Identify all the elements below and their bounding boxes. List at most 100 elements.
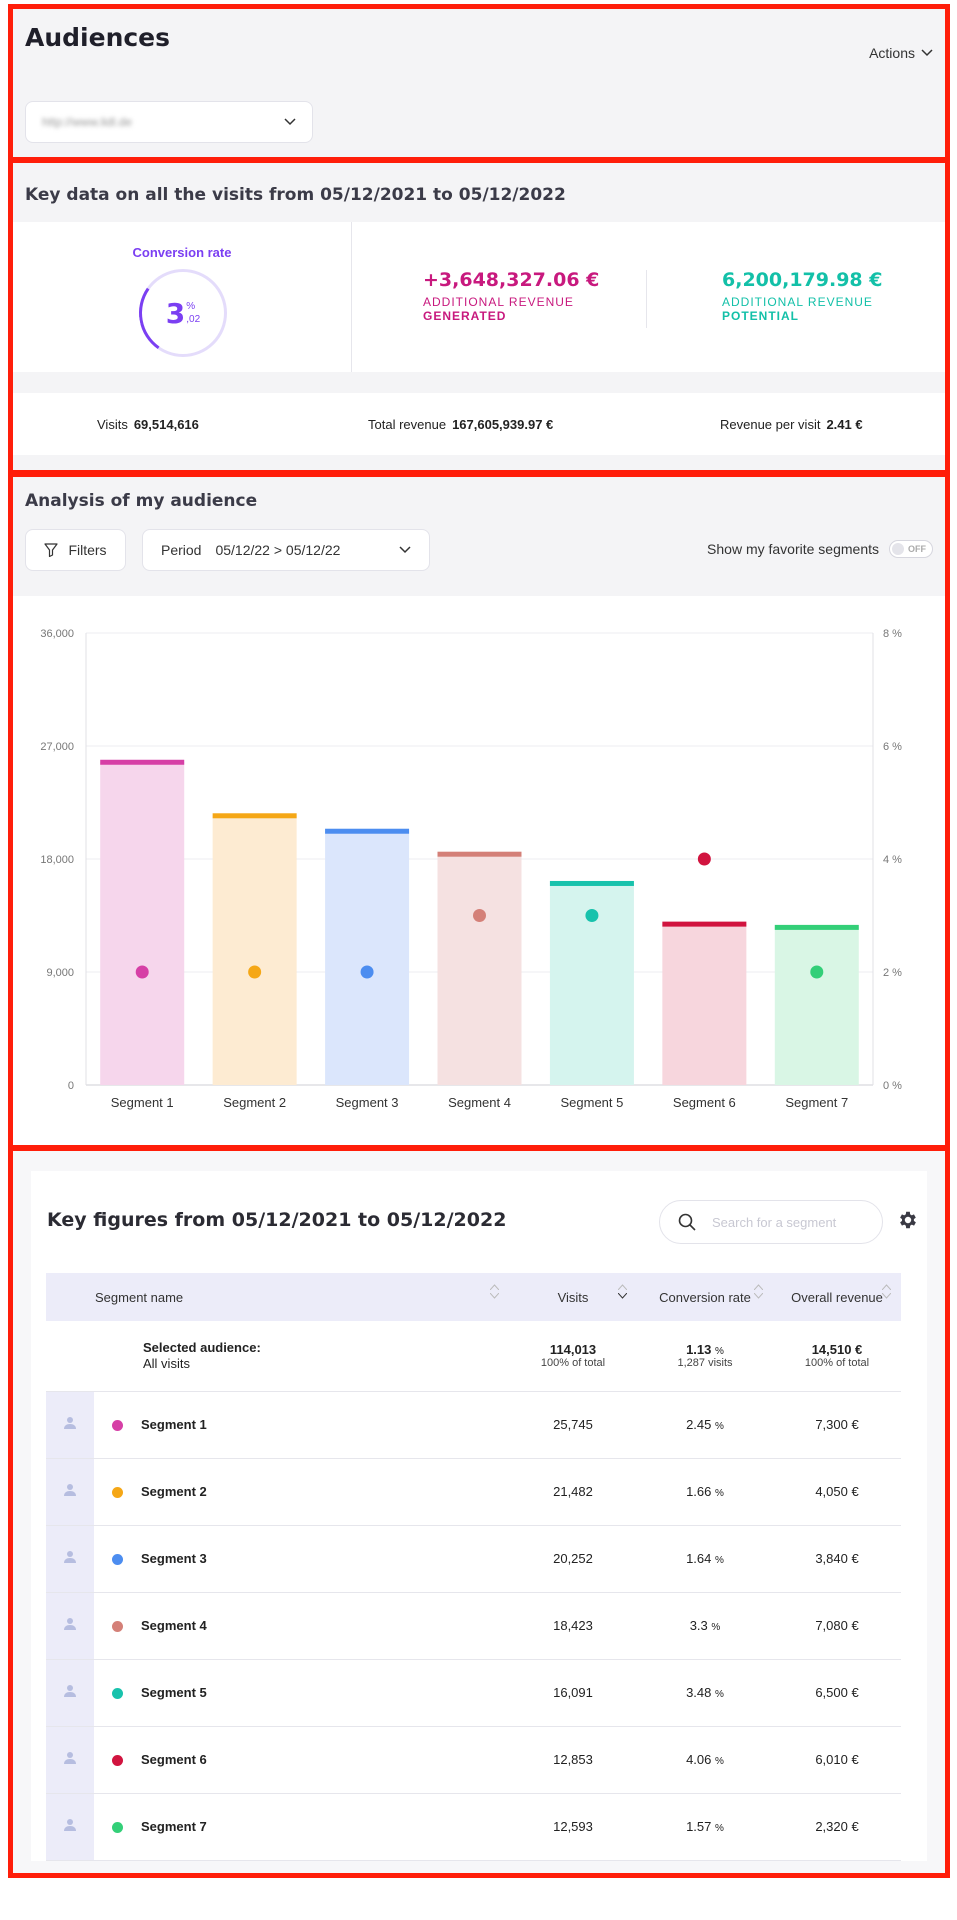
- segment-search-input[interactable]: [712, 1214, 862, 1230]
- divider: [646, 270, 647, 328]
- y2-tick-label: 4 %: [883, 854, 902, 866]
- selected-visits-cell: 114,013 100% of total: [509, 1321, 637, 1392]
- user-icon-cell: [46, 1659, 94, 1727]
- header-section: Audiences Actions http://www.lidl.de: [8, 4, 950, 162]
- actions-menu[interactable]: Actions: [869, 45, 933, 61]
- gear-icon[interactable]: [897, 1209, 919, 1231]
- selected-audience-label: Selected audience:: [143, 1339, 261, 1355]
- favorite-segments-toggle[interactable]: OFF: [889, 540, 933, 558]
- segment-name: Segment 6: [141, 1752, 207, 1767]
- summary-stats: Visits 69,514,616 Total revenue 167,605,93…: [13, 393, 945, 455]
- revenue-cell: 2,320 €: [773, 1793, 901, 1861]
- sort-icon[interactable]: [754, 1284, 763, 1299]
- generated-revenue-sublabel: GENERATED: [423, 309, 507, 323]
- selected-conv: 1.13: [686, 1342, 712, 1358]
- period-select[interactable]: Period 05/12/22 > 05/12/22: [142, 529, 430, 571]
- user-icon-cell: [46, 1458, 94, 1526]
- column-visits[interactable]: Visits: [509, 1273, 637, 1321]
- visits-label: Visits: [97, 416, 128, 432]
- conversion-point: [810, 965, 824, 979]
- conversion-pct: %: [715, 1421, 724, 1432]
- conversion-point: [360, 965, 374, 979]
- visits-cell: 16,091: [509, 1659, 637, 1727]
- table-row[interactable]: Segment 1 25,745 2.45 % 7,300 €: [46, 1391, 901, 1459]
- conversion-cell: 1.66 %: [637, 1458, 773, 1526]
- visits-cell: 20,252: [509, 1525, 637, 1593]
- conversion-pct: %: [715, 1756, 724, 1767]
- total-revenue-label: Total revenue: [368, 416, 447, 432]
- generated-revenue-value: +3,648,327.06 €: [423, 269, 600, 291]
- table-row[interactable]: Segment 6 12,853 4.06 % 6,010 €: [46, 1726, 901, 1794]
- conversion-cell: 1.64 %: [637, 1525, 773, 1593]
- selected-revenue-cell: 14,510 €100% of total: [773, 1321, 901, 1392]
- sort-icon[interactable]: [882, 1284, 891, 1299]
- x-tick-label: Segment 5: [560, 1095, 623, 1110]
- key-figures-table: Segment name Visits Conversion rate Over…: [46, 1273, 901, 1861]
- segment-search[interactable]: [659, 1200, 883, 1244]
- column-label: Conversion rate: [659, 1289, 751, 1305]
- conversion-value: 1.57: [686, 1819, 712, 1834]
- visits-cell: 21,482: [509, 1458, 637, 1526]
- y-tick-label: 36,000: [40, 628, 74, 640]
- segment-name-cell: Segment 7: [94, 1793, 509, 1861]
- revenue-cell: 7,080 €: [773, 1592, 901, 1660]
- table-row[interactable]: Segment 2 21,482 1.66 % 4,050 €: [46, 1458, 901, 1526]
- x-tick-label: Segment 7: [785, 1095, 848, 1110]
- filters-button[interactable]: Filters: [25, 529, 126, 571]
- sort-icon[interactable]: [490, 1284, 499, 1299]
- column-overall-revenue[interactable]: Overall revenue: [773, 1273, 901, 1321]
- selected-audience-name: All visits: [143, 1355, 190, 1371]
- bar-cap: [437, 851, 522, 857]
- revenue-cell: 7,300 €: [773, 1391, 901, 1459]
- website-url: http://www.lidl.de: [42, 115, 133, 129]
- y2-tick-label: 8 %: [883, 628, 902, 640]
- sort-icon[interactable]: [618, 1284, 627, 1299]
- generated-revenue-label: ADDITIONAL REVENUE: [423, 295, 574, 309]
- user-icon-cell: [46, 1592, 94, 1660]
- user-icon: [64, 1417, 76, 1429]
- segment-name-cell: Segment 4: [94, 1592, 509, 1660]
- selected-conv-pct: %: [715, 1346, 724, 1358]
- y2-tick-label: 0 %: [883, 1080, 902, 1092]
- audience-chart-container: 0 9,000 18,000 27,000 36,000 0 % 2 % 4 % 6 % 8 % S…: [13, 596, 945, 1145]
- potential-revenue-sublabel: POTENTIAL: [722, 309, 799, 323]
- column-segment-name[interactable]: Segment name: [46, 1273, 509, 1321]
- bar-cap: [774, 924, 859, 930]
- bar-cap: [325, 828, 410, 834]
- segment-color-dot: [112, 1420, 123, 1432]
- segment-color-dot: [112, 1487, 123, 1499]
- conversion-value: 4.06: [686, 1752, 712, 1767]
- revenue-cell: 6,500 €: [773, 1659, 901, 1727]
- conversion-pct: %: [715, 1823, 724, 1834]
- table-row[interactable]: Segment 7 12,593 1.57 % 2,320 €: [46, 1793, 901, 1861]
- conversion-value: 3.3: [689, 1618, 708, 1633]
- website-select[interactable]: http://www.lidl.de: [25, 101, 313, 143]
- visits-stat: Visits 69,514,616: [97, 417, 199, 432]
- conversion-value: 3.48: [686, 1685, 712, 1700]
- segment-color-dot: [112, 1755, 123, 1767]
- key-figures-card: Key figures from 05/12/2021 to 05/12/202…: [31, 1171, 927, 1861]
- divider: [351, 222, 352, 372]
- bar: [325, 830, 410, 1085]
- column-conversion-rate[interactable]: Conversion rate: [637, 1273, 773, 1321]
- visits-cell: 12,853: [509, 1726, 637, 1794]
- analysis-title: Analysis of my audience: [25, 491, 258, 511]
- key-figures-title: Key figures from 05/12/2021 to 05/12/202…: [47, 1209, 507, 1231]
- total-revenue-stat: Total revenue 167,605,939.97 €: [368, 417, 553, 432]
- conversion-pct: %: [186, 301, 196, 312]
- conversion-pct: %: [711, 1622, 721, 1633]
- table-row[interactable]: Segment 5 16,091 3.48 % 6,500 €: [46, 1659, 901, 1727]
- segment-color-dot: [112, 1688, 123, 1700]
- conversion-ring: [139, 269, 227, 357]
- column-label: Segment name: [95, 1289, 184, 1305]
- y-tick-label: 0: [68, 1080, 74, 1092]
- table-row[interactable]: Segment 4 18,423 3.3 % 7,080 €: [46, 1592, 901, 1660]
- visits-value: 69,514,616: [133, 416, 199, 432]
- bar: [212, 815, 297, 1085]
- x-tick-label: Segment 3: [336, 1095, 399, 1110]
- visits-cell: 18,423: [509, 1592, 637, 1660]
- conversion-point: [697, 852, 711, 866]
- table-row[interactable]: Segment 3 20,252 1.64 % 3,840 €: [46, 1525, 901, 1593]
- bar-cap: [100, 759, 185, 765]
- conversion-cell: 2.45 %: [637, 1391, 773, 1459]
